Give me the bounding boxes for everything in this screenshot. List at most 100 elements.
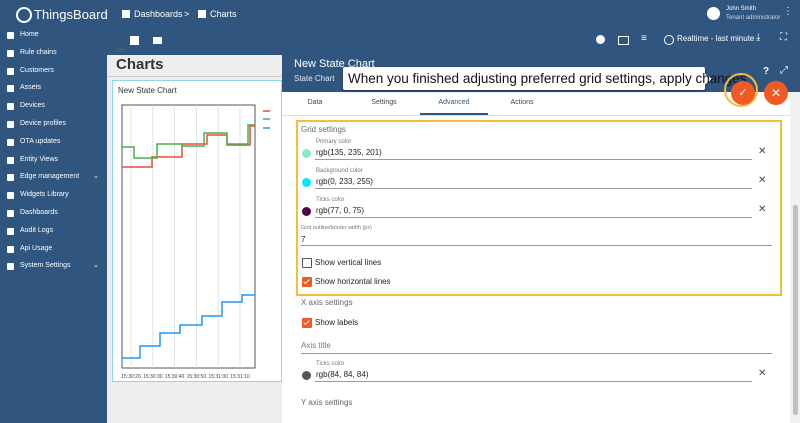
breadcrumb: Charts bbox=[210, 9, 237, 19]
tab[interactable]: Data bbox=[307, 99, 323, 106]
sidebar-icon bbox=[7, 192, 14, 200]
clock-icon bbox=[664, 35, 674, 45]
sidebar bbox=[0, 30, 107, 423]
sidebar-icon bbox=[7, 210, 14, 217]
top-bar bbox=[0, 0, 800, 30]
sidebar-item[interactable]: System Settings bbox=[20, 262, 71, 270]
sidebar-item[interactable]: Customers bbox=[20, 66, 54, 74]
title-label: Title * bbox=[116, 48, 129, 54]
tab[interactable]: Actions bbox=[510, 99, 534, 106]
highlight-ring bbox=[724, 73, 758, 107]
field-underline bbox=[315, 381, 752, 382]
x-tick-label: 15:30:50 bbox=[187, 374, 207, 380]
checkbox-label: Show vertical lines bbox=[315, 258, 382, 267]
clear-button[interactable]: ✕ bbox=[758, 204, 767, 215]
sidebar-item[interactable]: Entity Views bbox=[20, 155, 58, 163]
color-swatch[interactable] bbox=[302, 149, 311, 158]
field-value[interactable]: rgb(135, 235, 201) bbox=[316, 148, 382, 157]
sidebar-item[interactable]: Device profiles bbox=[20, 120, 66, 127]
field-value[interactable]: rgb(77, 0, 75) bbox=[316, 206, 365, 215]
checkbox[interactable] bbox=[302, 258, 312, 268]
sidebar-item[interactable]: Widgets Library bbox=[20, 191, 69, 199]
section-heading: Y axis settings bbox=[301, 398, 353, 407]
tab[interactable]: Settings bbox=[371, 99, 397, 106]
field-value[interactable]: rgb(84, 84, 84) bbox=[316, 370, 369, 379]
tab[interactable]: Advanced bbox=[438, 99, 470, 106]
field-underline bbox=[315, 217, 752, 218]
settings-icon[interactable] bbox=[596, 35, 605, 44]
panel-subtitle: State Chart bbox=[294, 74, 335, 83]
widget-chart: 15:30:20 15:30:30 15:30:40 15:30:50 15:31:00… bbox=[121, 104, 270, 380]
sidebar-item[interactable]: Api Usage bbox=[20, 244, 53, 252]
layout-icon[interactable] bbox=[618, 36, 629, 45]
sidebar-item[interactable]: Edge management bbox=[20, 173, 80, 181]
sidebar-item[interactable]: Assets bbox=[20, 84, 42, 92]
highlight-box bbox=[296, 120, 782, 296]
sidebar-icon bbox=[7, 85, 14, 93]
tooltip-text: When you finished adjusting preferred gr… bbox=[348, 71, 747, 86]
x-tick-label: 15:30:30 bbox=[143, 374, 163, 380]
series-line bbox=[122, 294, 255, 359]
sidebar-item[interactable]: OTA updates bbox=[20, 137, 61, 145]
user-name: John Smith bbox=[726, 6, 757, 12]
close-button[interactable]: ✕ bbox=[764, 81, 788, 105]
menu[interactable]: ⋮ bbox=[783, 6, 793, 17]
sidebar-item[interactable]: Devices bbox=[20, 102, 45, 110]
clear-button[interactable]: ✕ bbox=[758, 368, 767, 379]
timewindow[interactable]: Realtime - last minute bbox=[677, 34, 755, 43]
field-underline bbox=[301, 353, 772, 354]
field-value[interactable]: 7 bbox=[301, 235, 306, 244]
field-underline bbox=[315, 188, 752, 189]
checkbox-label: Show labels bbox=[315, 318, 359, 327]
sidebar-icon bbox=[7, 245, 14, 253]
breadcrumb-sep: > bbox=[184, 9, 190, 19]
x-tick-label: 15:30:40 bbox=[165, 374, 185, 380]
field-label: Primary color bbox=[316, 139, 352, 145]
series-line bbox=[122, 124, 255, 159]
clear-button[interactable]: ✕ bbox=[758, 146, 767, 157]
sidebar-icon bbox=[7, 227, 14, 235]
checkbox[interactable] bbox=[302, 277, 312, 287]
x-tick-label: 15:30:20 bbox=[121, 374, 141, 380]
icon bbox=[122, 10, 130, 18]
sidebar-item[interactable]: Rule chains bbox=[20, 48, 57, 56]
help-icon[interactable]: ? bbox=[763, 66, 770, 77]
color-swatch[interactable] bbox=[302, 371, 311, 380]
logo[interactable]: ThingsBoard bbox=[34, 7, 108, 22]
sidebar-icon bbox=[7, 174, 14, 182]
checkbox-label: Show horizontal lines bbox=[315, 277, 391, 286]
field-value[interactable]: rgb(0, 233, 255) bbox=[316, 177, 373, 186]
layers-icon[interactable] bbox=[130, 36, 139, 45]
logo-icon bbox=[16, 7, 32, 23]
sidebar-icon bbox=[7, 121, 14, 128]
field-underline bbox=[301, 245, 772, 246]
fullscreen-icon[interactable]: ⛶ bbox=[780, 32, 787, 43]
widget[interactable] bbox=[112, 80, 282, 382]
tooltip bbox=[343, 67, 705, 90]
clear-button[interactable]: ✕ bbox=[758, 175, 767, 186]
expand-icon[interactable]: ⤢ bbox=[780, 65, 788, 76]
plot-area bbox=[121, 104, 256, 369]
x-tick-label: 15:31:10 bbox=[230, 374, 250, 380]
color-swatch[interactable] bbox=[302, 178, 311, 187]
apply-button[interactable]: ✓ bbox=[731, 81, 755, 105]
checkbox[interactable] bbox=[302, 318, 312, 328]
sidebar-icon bbox=[7, 49, 14, 57]
field-label: Grid outline/border width (px) bbox=[301, 225, 372, 231]
sidebar-icon bbox=[7, 263, 14, 271]
scrollbar-thumb[interactable] bbox=[793, 205, 798, 415]
tab-indicator bbox=[420, 113, 488, 115]
sidebar-item[interactable]: Home bbox=[20, 31, 39, 38]
download-icon[interactable]: ⤓ bbox=[756, 32, 761, 43]
breadcrumb[interactable]: Dashboards bbox=[134, 9, 183, 19]
dashboard-icon[interactable] bbox=[153, 37, 162, 44]
filter-icon[interactable]: ≡ bbox=[641, 33, 647, 44]
sidebar-icon bbox=[7, 67, 14, 75]
color-swatch[interactable] bbox=[302, 207, 311, 216]
avatar[interactable] bbox=[707, 7, 720, 20]
divider bbox=[107, 76, 282, 77]
field-placeholder[interactable]: Axis title bbox=[301, 341, 331, 350]
sidebar-item[interactable]: Audit Logs bbox=[20, 226, 54, 234]
tooltip-arrow bbox=[704, 73, 712, 85]
sidebar-item[interactable]: Dashboards bbox=[20, 209, 58, 216]
